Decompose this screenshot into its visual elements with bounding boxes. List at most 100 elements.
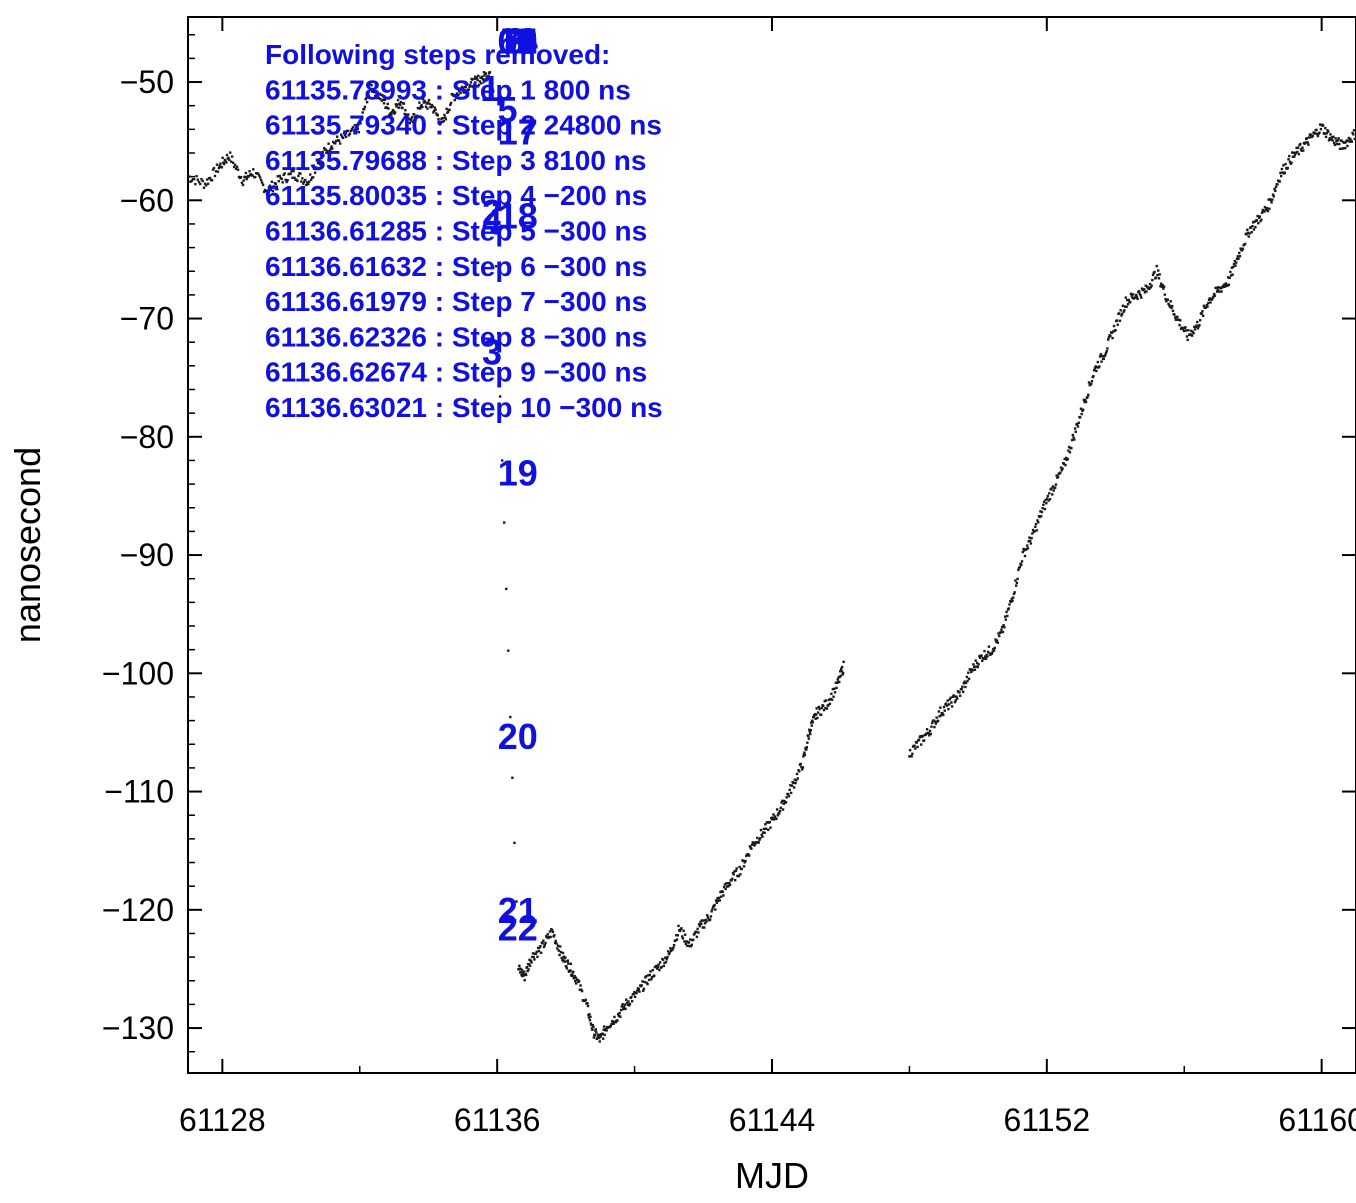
data-point (980, 654, 983, 658)
data-point (1279, 171, 1282, 175)
data-point (699, 920, 702, 923)
data-point (995, 639, 999, 642)
y-tick-label: −60 (120, 182, 174, 218)
data-point (355, 124, 359, 127)
data-point (1209, 301, 1212, 304)
data-point (361, 111, 364, 114)
data-point (373, 90, 376, 94)
data-point (1230, 266, 1234, 269)
data-point (1307, 143, 1310, 146)
data-point (644, 975, 648, 978)
data-point (1251, 221, 1255, 224)
data-point (524, 973, 528, 977)
data-point (1087, 381, 1091, 384)
data-point (757, 841, 760, 844)
data-point (216, 170, 220, 173)
data-point (784, 801, 788, 804)
data-point (928, 734, 931, 737)
data-point (620, 1005, 624, 1008)
data-point (1261, 208, 1264, 212)
data-point (1006, 614, 1009, 618)
data-point (967, 677, 971, 680)
data-point (271, 189, 275, 193)
data-point (446, 110, 450, 113)
data-point (655, 967, 659, 970)
data-point (1274, 185, 1278, 189)
y-tick-label: −50 (120, 64, 174, 100)
data-point (1335, 142, 1339, 146)
step-marker-label: 18 (498, 196, 538, 237)
data-point (773, 815, 777, 818)
data-point (562, 960, 565, 963)
data-point (773, 818, 776, 821)
data-point (390, 110, 394, 114)
data-point (1164, 297, 1167, 301)
data-point (281, 181, 284, 184)
data-point (276, 175, 280, 178)
data-point (1177, 318, 1181, 322)
data-point (1282, 164, 1285, 167)
data-point (432, 111, 435, 114)
data-point (1129, 301, 1132, 304)
data-point (334, 142, 337, 145)
data-point (1204, 306, 1208, 309)
data-point (1241, 247, 1245, 250)
data-point (604, 1027, 608, 1031)
data-point (243, 175, 247, 179)
data-point (799, 762, 802, 766)
data-point (733, 878, 737, 882)
data-point (752, 841, 755, 845)
data-point (225, 161, 228, 164)
data-point (740, 867, 744, 871)
step-marker-label: 14 (498, 21, 538, 62)
data-point (1168, 305, 1172, 308)
data-point (1129, 292, 1133, 296)
data-point (664, 960, 668, 964)
data-point (525, 966, 529, 969)
data-point (194, 182, 197, 186)
data-point (1215, 286, 1218, 290)
data-point (1115, 319, 1119, 322)
data-point (257, 174, 261, 177)
data-point (413, 115, 417, 119)
data-point (389, 111, 392, 115)
data-point (268, 184, 272, 187)
data-point (685, 940, 688, 943)
data-point (730, 879, 733, 882)
data-point (636, 989, 639, 992)
data-point (722, 885, 726, 889)
data-point (569, 962, 572, 965)
data-point (1110, 331, 1114, 335)
data-point (618, 1011, 621, 1015)
data-point (683, 933, 687, 936)
data-point (643, 980, 646, 984)
data-point (793, 778, 797, 781)
data-point (296, 179, 299, 183)
data-point (1218, 290, 1221, 293)
data-point (1187, 329, 1190, 332)
data-point (320, 154, 324, 158)
data-point (1190, 329, 1193, 333)
data-point (1239, 247, 1242, 250)
step-marker-label: 21 (498, 890, 538, 931)
data-point (372, 87, 375, 91)
data-point (1005, 610, 1008, 614)
data-point (823, 699, 826, 703)
data-point (590, 1023, 593, 1027)
data-point (407, 113, 410, 116)
data-point (832, 695, 835, 698)
data-point (1330, 138, 1333, 141)
data-point (435, 112, 438, 115)
data-point (1112, 324, 1116, 328)
data-point (415, 114, 419, 118)
data-point (1327, 139, 1331, 142)
data-point (1272, 195, 1275, 198)
data-point (808, 730, 811, 733)
data-point (1151, 273, 1155, 277)
data-point (550, 929, 554, 932)
data-point (810, 724, 813, 727)
data-point (1112, 330, 1115, 333)
data-point (592, 1025, 595, 1029)
data-point (976, 665, 980, 669)
data-point (558, 953, 561, 957)
